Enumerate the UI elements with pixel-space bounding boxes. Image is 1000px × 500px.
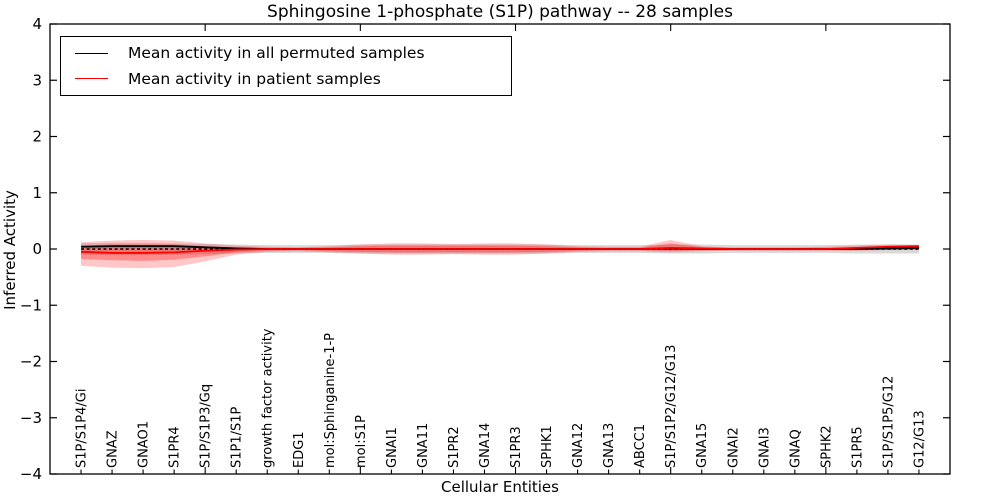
x-entity-label: GNA13 <box>602 423 617 468</box>
series-line-1 <box>81 245 919 254</box>
legend-box: Mean activity in all permuted samples Me… <box>60 36 512 96</box>
x-entity-label: SPHK2 <box>819 425 834 468</box>
y-tick-label: −2 <box>20 353 42 371</box>
y-tick-label: 3 <box>32 71 42 89</box>
x-entity-label: G12/G13 <box>912 410 927 468</box>
x-axis-label: Cellular Entities <box>441 478 559 496</box>
x-entity-label: S1P/S1P4/Gi <box>75 389 90 468</box>
x-entity-label: SPHK1 <box>540 425 555 468</box>
legend-label-patient: Mean activity in patient samples <box>128 69 381 88</box>
x-entity-label: mol:S1P <box>354 415 369 468</box>
band-patient-samples-spread-outer <box>81 240 919 269</box>
x-entity-label: GNA14 <box>478 423 493 468</box>
legend-entry-permuted: Mean activity in all permuted samples <box>75 44 511 62</box>
x-entity-label: S1P/S1P2/G12/G13 <box>664 345 679 468</box>
y-tick-label: −4 <box>20 465 42 483</box>
x-entity-label: GNA11 <box>416 423 431 468</box>
x-entity-label: S1PR3 <box>509 426 524 468</box>
legend-entry-patient: Mean activity in patient samples <box>75 70 511 88</box>
x-entity-label: GNAI2 <box>726 427 741 468</box>
y-tick-label: 0 <box>32 240 42 258</box>
x-entity-label: mol:Sphinganine-1-P <box>323 333 338 468</box>
x-entity-label: S1PR4 <box>168 426 183 468</box>
x-entity-label: growth factor activity <box>261 328 276 468</box>
x-entity-label: S1P/S1P3/Gq <box>199 384 214 468</box>
black-line-icon <box>75 52 108 54</box>
x-entity-label: S1PR5 <box>850 426 865 468</box>
y-tick-label: 2 <box>32 128 42 146</box>
chart-title: Sphingosine 1-phosphate (S1P) pathway --… <box>267 2 733 22</box>
red-line-icon <box>75 78 108 80</box>
legend-label-permuted: Mean activity in all permuted samples <box>128 44 425 63</box>
x-entity-label: GNAZ <box>106 430 121 468</box>
x-entity-label: ABCC1 <box>633 424 648 468</box>
x-entity-label: GNAO1 <box>137 421 152 468</box>
y-axis-label: Inferred Activity <box>1 190 19 310</box>
x-entity-label: EDG1 <box>292 431 307 468</box>
x-entity-label: GNA12 <box>571 423 586 468</box>
x-entity-label: S1P/S1P5/G12 <box>881 376 896 468</box>
x-entity-label: GNAQ <box>788 429 803 468</box>
y-tick-label: −1 <box>20 296 42 314</box>
x-entity-label: S1P1/S1P <box>230 406 245 468</box>
x-entity-label: GNAI1 <box>385 427 400 468</box>
x-entity-label: GNAI3 <box>757 427 772 468</box>
y-tick-label: 4 <box>32 15 42 33</box>
y-tick-label: 1 <box>32 184 42 202</box>
x-entity-label: GNA15 <box>695 423 710 468</box>
x-entity-label: S1PR2 <box>447 426 462 468</box>
y-tick-label: −3 <box>20 409 42 427</box>
